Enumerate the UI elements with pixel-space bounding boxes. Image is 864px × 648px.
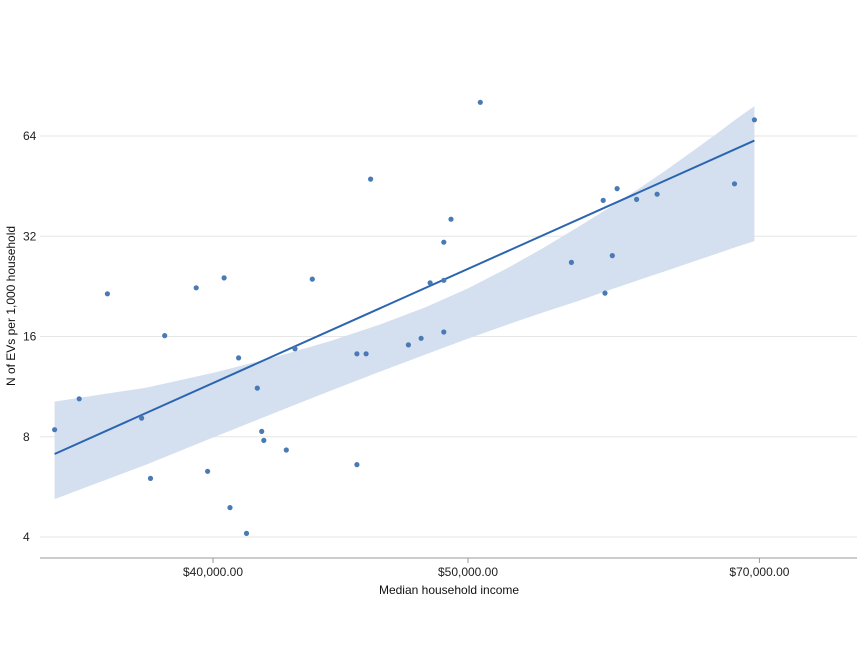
data-point [609, 253, 615, 259]
data-point [243, 530, 250, 537]
data-point [363, 351, 369, 357]
regression-line [54, 139, 755, 455]
data-point [283, 447, 289, 453]
data-point [261, 437, 267, 443]
data-point [205, 468, 211, 474]
data-point [368, 176, 374, 182]
data-point [614, 186, 620, 192]
data-point [477, 99, 483, 105]
confidence-band [54, 106, 755, 500]
x-tick-label: $50,000.00 [438, 565, 498, 579]
data-point [418, 335, 424, 341]
data-point [354, 351, 360, 357]
data-point [309, 276, 315, 282]
x-tick-label: $40,000.00 [183, 565, 243, 579]
data-point [139, 415, 145, 421]
data-point [104, 291, 110, 297]
data-point [162, 333, 168, 339]
data-point [751, 117, 758, 123]
x-tick-labels: $40,000.00 $50,000.00 $70,000.00 [183, 558, 790, 579]
data-point [227, 505, 233, 511]
data-point [52, 427, 58, 433]
data-point [254, 385, 260, 391]
y-axis-title: N of EVs per 1,000 household [4, 226, 18, 386]
y-tick-label: 32 [23, 229, 37, 243]
data-point [354, 462, 360, 468]
y-tick-label: 4 [23, 530, 30, 544]
data-point [568, 259, 575, 265]
data-point [602, 290, 608, 296]
data-point [221, 275, 227, 281]
data-point [441, 277, 447, 283]
x-axis-title: Median household income [379, 583, 519, 597]
data-point [634, 196, 640, 202]
data-point [427, 280, 433, 286]
data-point [654, 191, 660, 197]
data-point [405, 342, 411, 348]
data-point [259, 428, 265, 434]
y-tick-labels: 4 8 16 32 64 [23, 129, 37, 544]
data-point [76, 396, 82, 402]
data-point [193, 285, 199, 291]
y-tick-label: 8 [23, 430, 30, 444]
data-point [448, 216, 454, 222]
data-point [441, 239, 447, 245]
data-point [147, 475, 154, 481]
y-tick-label: 64 [23, 129, 37, 143]
data-point [600, 197, 606, 203]
data-point [236, 355, 242, 361]
x-tick-label: $70,000.00 [729, 565, 789, 579]
data-points [52, 99, 758, 537]
data-point [292, 346, 298, 352]
data-point [731, 181, 738, 187]
data-point [441, 329, 447, 335]
y-tick-label: 16 [23, 330, 37, 344]
